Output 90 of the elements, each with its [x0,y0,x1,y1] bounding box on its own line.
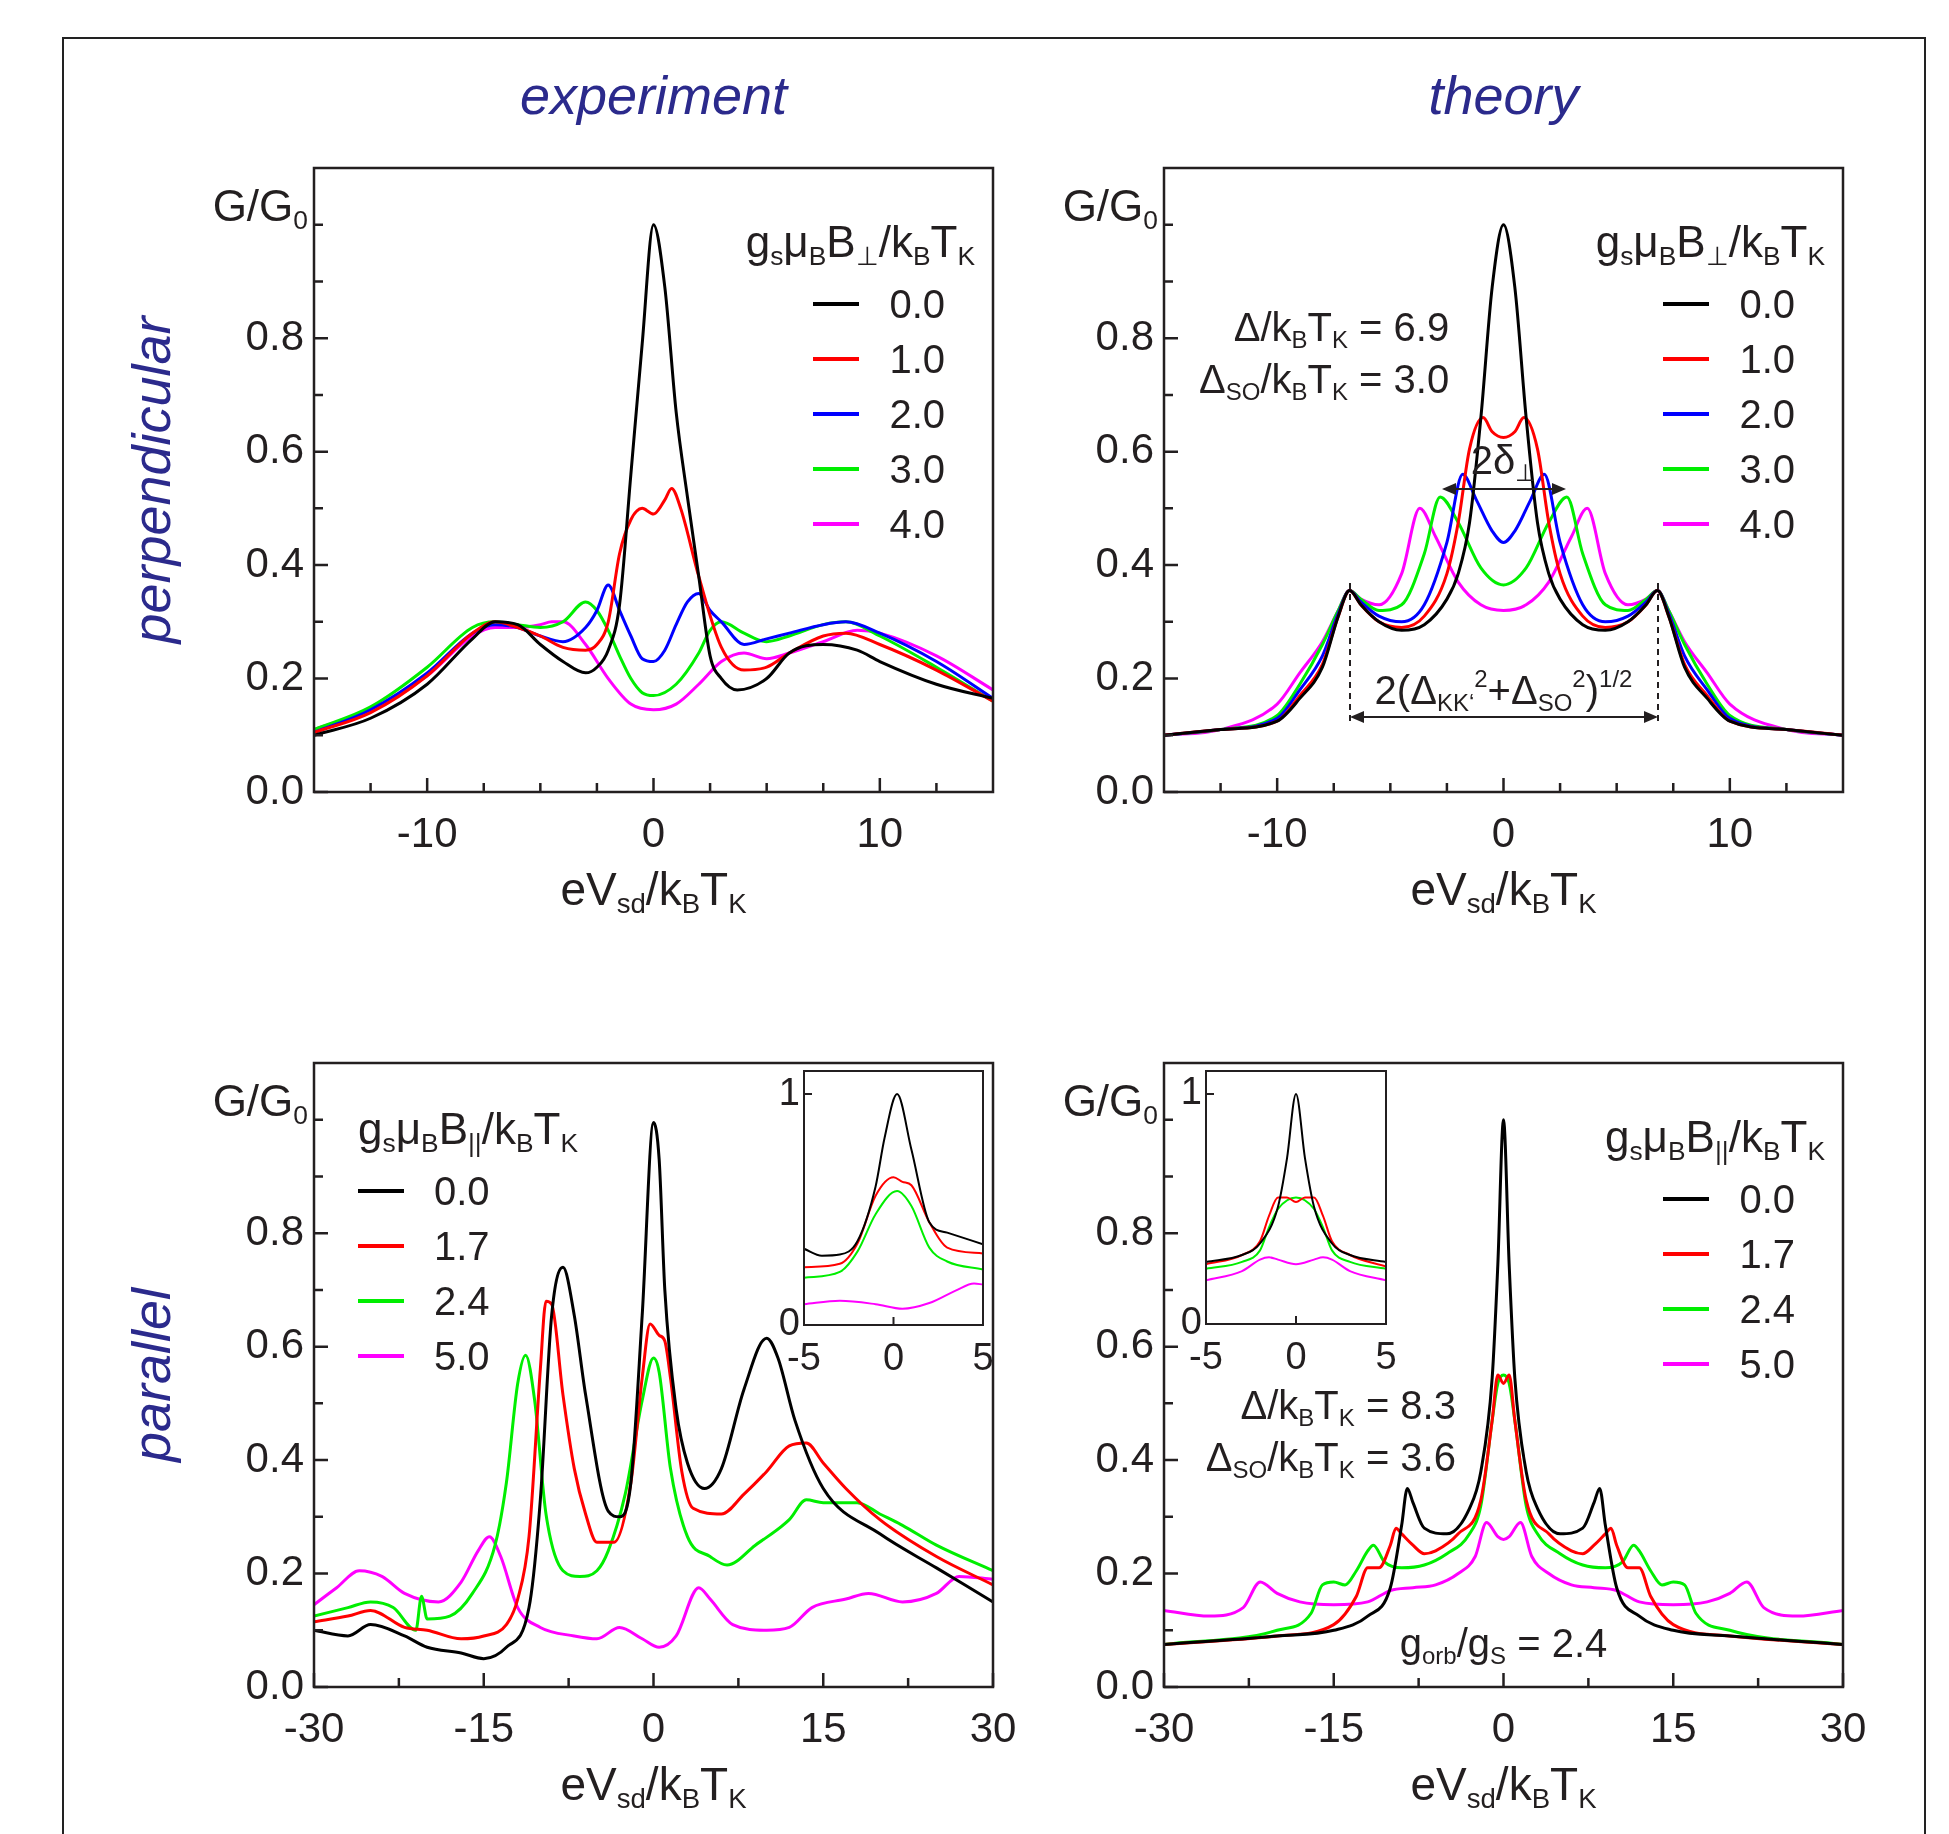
x-tick-label: 10 [856,808,904,856]
y-tick-label: 0.2 [1095,652,1154,700]
y-tick-label: 0.2 [245,652,304,700]
text: g$_{s}$μ$_{B}$B$_{||}$/k$_{B}$T$_{K}$ [1604,1112,1825,1166]
text: g$_{s}$μ$_{B}$B$_{⊥}$/k$_{B}$T$_{K}$ [1595,217,1825,271]
line-series [804,1093,983,1257]
y-tick-label: 0.8 [245,1206,304,1254]
y-tick-label: 1 [778,1070,800,1113]
x-tick-label: 30 [1819,1703,1867,1751]
legend-label: 5.0 [434,1333,490,1379]
line-series [1164,1520,1843,1618]
line-series [314,1535,993,1649]
x-tick-label: 5 [972,1336,994,1379]
x-tick-label: 0 [1491,808,1516,856]
annotation: Δ/k$_{B}$T$_{K}$ = 6.9 [1233,305,1450,354]
legend-label: 2.4 [434,1278,490,1324]
line-series [804,1282,983,1310]
line-series [804,1176,983,1269]
y-tick-label: 0.8 [1095,1206,1154,1254]
legend-label: 4.0 [1739,501,1795,547]
x-axis-title: eV$_{sd}$/k$_{B}$T$_{K}$ [559,1758,748,1815]
y-axis-title: G/G$_{0}$ [1062,1076,1158,1130]
chart-title: experiment [518,65,790,125]
y-tick-label: 0.4 [245,538,304,586]
x-tick-label: 0 [1285,1335,1307,1378]
y-tick-label: 0.6 [245,425,304,473]
x-axis-title: eV$_{sd}$/k$_{B}$T$_{K}$ [559,863,748,920]
legend-label: 3.0 [889,446,945,492]
annotation: Δ$_{SO}$/k$_{B}$T$_{K}$ = 3.0 [1198,356,1450,406]
legend-label: 1.7 [434,1223,490,1269]
legend-label: 3.0 [1739,446,1795,492]
y-tick-label: 0.4 [1095,538,1154,586]
x-tick-label: -10 [396,808,458,856]
x-tick-label: -15 [1303,1703,1365,1751]
x-tick-label: 15 [799,1703,847,1751]
x-tick-label: 0 [1491,1703,1516,1751]
y-tick-label: 0.6 [245,1320,304,1368]
y-tick-label: 0.6 [1095,1320,1154,1368]
line-series [1164,223,1843,737]
x-tick-label: -15 [453,1703,515,1751]
annotation: Δ$_{SO}$/k$_{B}$T$_{K}$ = 3.6 [1205,1434,1456,1483]
y-tick-label: 0.0 [245,765,304,813]
line-series [804,1190,983,1279]
annotation: g$_{orb}$/g$_{S}$ = 2.4 [1399,1621,1608,1670]
line-series [1206,1093,1386,1263]
y-tick-label: 0.6 [1095,425,1154,473]
legend-label: 4.0 [889,501,945,547]
y-tick-label: 0.2 [1095,1547,1154,1595]
annotation: 2(Δ$_{KK‘}$$^{2}$+Δ$_{SO}$$^{2}$)$^{1/2}$ [1374,664,1633,716]
x-tick-label: 0 [641,1703,666,1751]
legend-label: 2.0 [1739,391,1795,437]
legend-label: 0.0 [1739,281,1795,327]
legend-label: 1.0 [1739,336,1795,382]
x-axis-title: eV$_{sd}$/k$_{B}$T$_{K}$ [1409,1758,1598,1815]
legend-label: 0.0 [1739,1176,1795,1222]
annotation: Δ/k$_{B}$T$_{K}$ = 8.3 [1240,1382,1456,1432]
chart-title: theory [1427,65,1582,125]
y-axis-title: G/G$_{0}$ [212,181,308,235]
legend-label: 1.0 [889,336,945,382]
x-tick-label: -5 [787,1336,821,1379]
text: g$_{s}$μ$_{B}$B$_{⊥}$/k$_{B}$T$_{K}$ [745,217,975,271]
x-tick-label: 5 [1375,1335,1397,1378]
x-tick-label: 10 [1706,808,1754,856]
y-tick-label: 0.0 [1095,765,1154,813]
x-axis-title: eV$_{sd}$/k$_{B}$T$_{K}$ [1409,863,1598,920]
y-tick-label: 0.8 [1095,311,1154,359]
y-axis-title: G/G$_{0}$ [212,1076,308,1130]
legend-label: 0.0 [889,281,945,327]
text: perpendicular [121,316,181,644]
legend-label: 0.0 [434,1168,490,1214]
text: parallel [121,1287,181,1463]
x-tick-label: 0 [882,1336,905,1379]
legend-label: 5.0 [1739,1341,1795,1387]
line-series [1206,1256,1386,1282]
y-tick-label: 0.2 [245,1547,304,1595]
y-tick-label: 0.4 [245,1433,304,1481]
legend-label: 2.4 [1739,1286,1795,1332]
x-tick-label: 0 [641,808,666,856]
line-series [314,223,993,737]
legend-label: 2.0 [889,391,945,437]
y-tick-label: 0.8 [245,311,304,359]
x-tick-label: -5 [1189,1335,1223,1378]
text: g$_{s}$μ$_{B}$B$_{||}$/k$_{B}$T$_{K}$ [358,1104,579,1158]
x-tick-label: -10 [1246,808,1308,856]
x-tick-label: 15 [1649,1703,1697,1751]
x-tick-label: 30 [969,1703,1017,1751]
y-tick-label: 0.4 [1095,1433,1154,1481]
legend-label: 1.7 [1739,1231,1795,1277]
y-axis-title: G/G$_{0}$ [1062,181,1158,235]
y-tick-label: 1 [1180,1070,1202,1113]
